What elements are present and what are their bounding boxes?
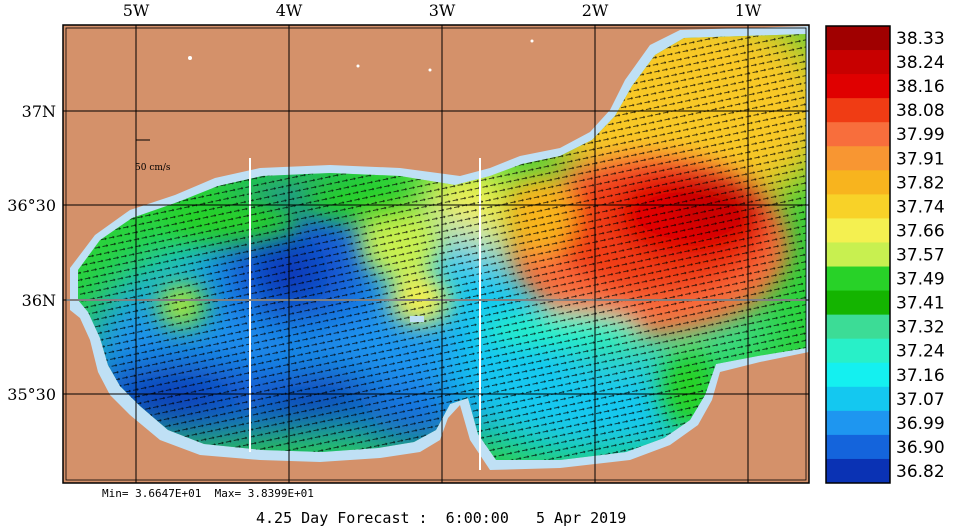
colorbar-level-label: 38.24 (896, 53, 945, 73)
island (530, 39, 534, 43)
colorbar-swatch (826, 434, 890, 460)
colorbar-level-label: 38.08 (896, 101, 945, 121)
colorbar-level-label: 38.16 (896, 77, 945, 97)
colorbar-level-label: 36.99 (896, 414, 945, 434)
map-frame (62, 24, 810, 484)
island (428, 68, 432, 72)
colorbar-level-label: 38.33 (896, 29, 945, 49)
colorbar-swatch (826, 50, 890, 75)
colorbar-swatch (826, 242, 890, 268)
map-outer-frame (65, 27, 807, 481)
colorbar-border (825, 25, 891, 484)
max-value: Max= 3.8399E+01 (214, 487, 314, 500)
graticule (63, 25, 809, 483)
colorbar-swatch (826, 362, 890, 388)
forecast-label: 4.25 Day Forecast : (256, 509, 428, 527)
colorbar-swatch (826, 146, 890, 171)
colorbar-level-label: 37.16 (896, 366, 945, 386)
lon-label-4w: 4W (276, 1, 303, 20)
colorbar-level-label: 37.57 (896, 246, 945, 266)
colorbar-swatch (826, 458, 890, 484)
colorbar-swatch (826, 26, 890, 51)
colorbar-level-label: 37.66 (896, 221, 945, 241)
colorbar-swatch (826, 74, 890, 99)
colorbar-level-label: 37.41 (896, 294, 945, 314)
forecast-time: 6:00:00 (445, 509, 509, 527)
colorbar-swatch (826, 386, 890, 412)
colorbar-swatch (826, 266, 890, 292)
min-value: Min= 3.6647E+01 (102, 487, 202, 500)
colorbar-level-label: 36.90 (896, 438, 945, 458)
forecast-date: 5 Apr 2019 (535, 509, 627, 527)
lon-label-1w: 1W (735, 1, 762, 20)
colorbar-level-label: 37.91 (896, 149, 945, 169)
scale-label: 50 cm/s (135, 163, 171, 173)
colorbar-swatch (826, 122, 890, 147)
lon-label-5w: 5W (123, 1, 150, 20)
colorbar: 38.33 38.24 38.16 38.08 37.99 37.91 37.82 37.74… (825, 25, 945, 484)
colorbar-level-label: 37.24 (896, 342, 945, 362)
lat-label-36n: 36N (22, 291, 56, 310)
colorbar-level-label: 37.07 (896, 390, 945, 410)
lat-label-3630: 36°30 (7, 196, 56, 215)
island (356, 64, 360, 68)
colorbar-swatch (826, 98, 890, 123)
colorbar-swatch (826, 338, 890, 364)
colorbar-level-label: 37.82 (896, 173, 945, 193)
velocity-scale: 50 cm/s (135, 139, 171, 173)
colorbar-level-label: 37.74 (896, 197, 945, 217)
colorbar-swatch (826, 410, 890, 436)
colorbar-swatch (826, 170, 890, 195)
colorbar-level-label: 37.99 (896, 125, 945, 145)
colorbar-swatch (826, 290, 890, 316)
lat-label-3530: 35°30 (7, 385, 56, 404)
lat-label-37n: 37N (22, 102, 56, 121)
colorbar-swatch (826, 194, 890, 219)
colorbar-level-label: 37.32 (896, 318, 945, 338)
island (410, 316, 424, 322)
colorbar-swatch (826, 314, 890, 340)
lon-label-3w: 3W (429, 1, 456, 20)
colorbar-level-label: 36.82 (896, 462, 945, 482)
colorbar-swatch (826, 218, 890, 243)
colorbar-level-label: 37.49 (896, 270, 945, 290)
forecast-caption: 4.25 Day Forecast : 6:00:00 5 Apr 2019 (256, 509, 626, 527)
island (188, 56, 192, 60)
lon-label-2w: 2W (582, 1, 609, 20)
min-max-stats: Min= 3.6647E+01 Max= 3.8399E+01 (102, 487, 314, 500)
